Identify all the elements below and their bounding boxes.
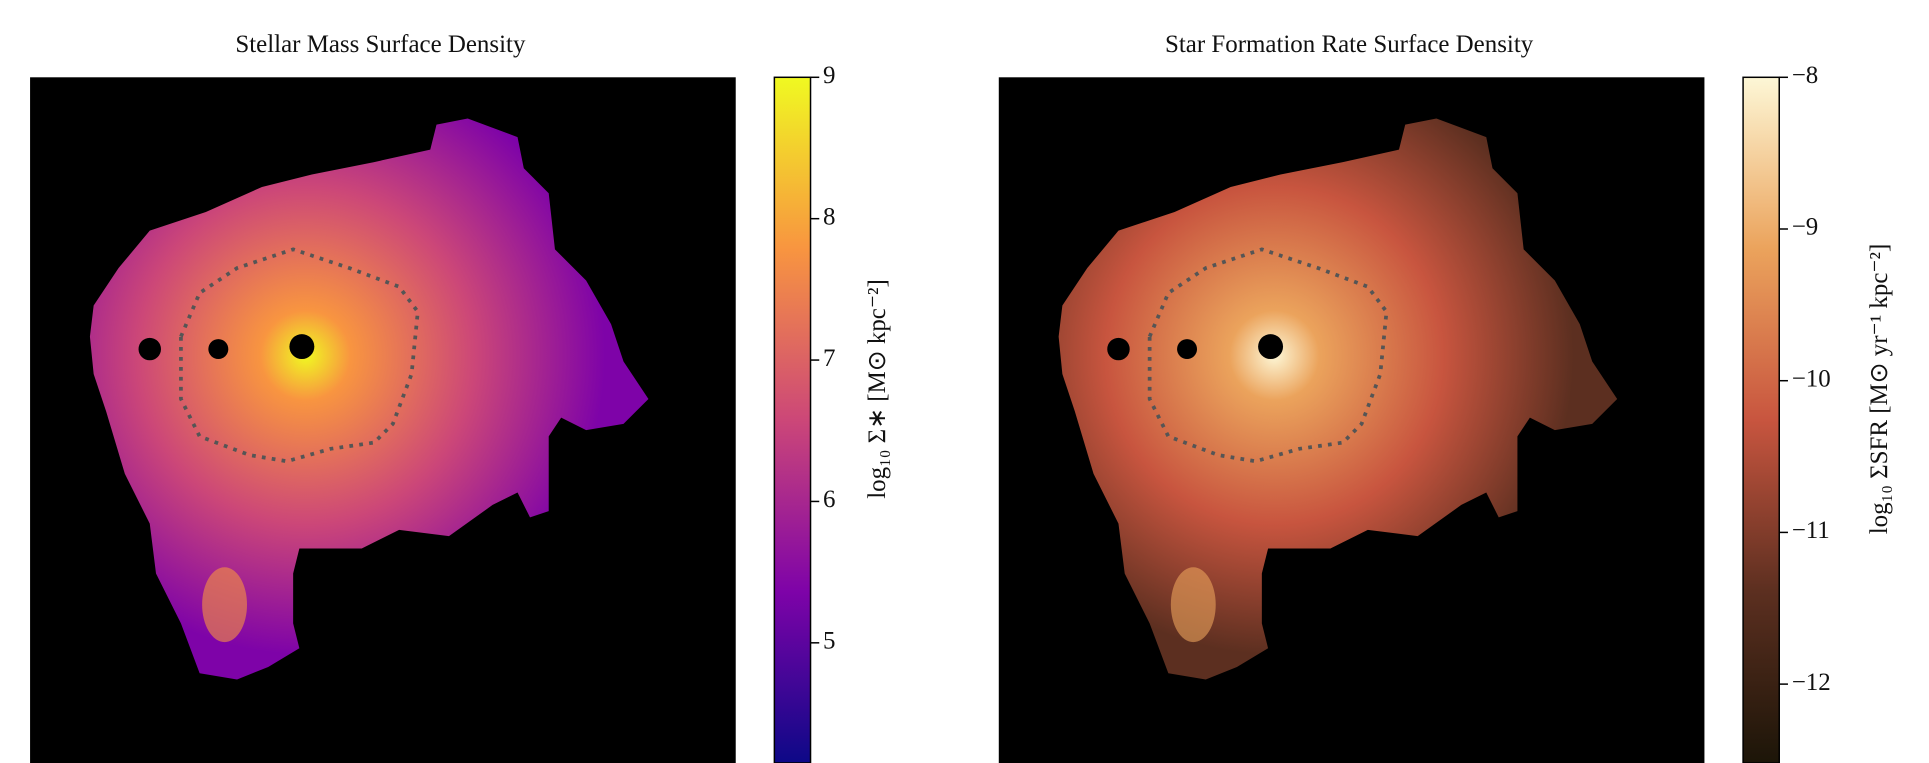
colorbar-tick-label: −11 [1792,517,1830,544]
panel-title: Stellar Mass Surface Density [235,31,526,58]
masked-region [289,334,314,359]
clump [1171,567,1216,642]
masked-region [1258,334,1283,359]
colorbar-tick-label: 7 [823,345,835,372]
colorbar-tick-label: −9 [1792,214,1819,241]
colorbar-tick-label: 6 [823,486,835,513]
masked-region [139,338,161,360]
panel: Stellar Mass Surface Density 5 6 7 8 9 log₁₀ Σ… [30,31,891,763]
colorbar-label: log₁₀ Σ∗ [M⊙ kpc⁻²] [864,279,891,499]
panel-title: Star Formation Rate Surface Density [1165,31,1534,58]
colorbar-tick-label: 5 [823,628,835,655]
panel: Star Formation Rate Surface Density −12 −1… [999,31,1893,763]
colorbar-tick-label: −8 [1792,62,1819,89]
colorbar-tick-label: −10 [1792,365,1831,392]
figure: Stellar Mass Surface Density 5 6 7 8 9 log₁₀ Σ… [0,0,1929,763]
clump [202,567,247,642]
colorbar-tick-label: 9 [823,62,835,89]
colorbar [1743,77,1779,763]
colorbar-label: log₁₀ ΣSFR [M⊙ yr⁻¹ kpc⁻²] [1866,244,1893,535]
colorbar-tick-label: −12 [1792,669,1831,696]
colorbar [774,77,810,763]
masked-region [1177,339,1197,359]
masked-region [1107,338,1129,360]
colorbar-tick-label: 8 [823,203,835,230]
masked-region [208,339,228,359]
